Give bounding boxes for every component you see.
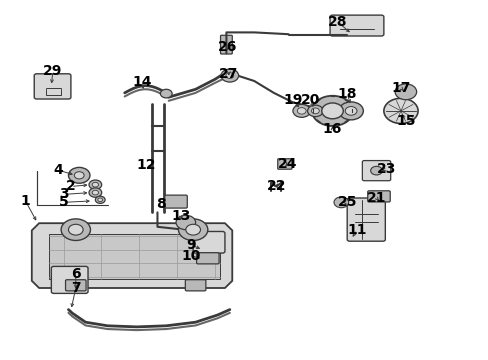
Text: 3: 3 [59, 188, 68, 201]
Text: 9: 9 [185, 238, 195, 252]
Text: 26: 26 [217, 40, 237, 54]
Text: 21: 21 [366, 191, 386, 205]
Text: 23: 23 [376, 162, 395, 176]
Text: 19: 19 [283, 93, 303, 107]
Circle shape [92, 183, 98, 187]
Circle shape [178, 219, 207, 240]
Text: 27: 27 [219, 67, 238, 81]
Circle shape [383, 98, 417, 123]
FancyBboxPatch shape [362, 161, 390, 181]
Text: 12: 12 [136, 158, 155, 172]
Circle shape [176, 215, 195, 230]
Text: 25: 25 [337, 195, 356, 209]
FancyBboxPatch shape [346, 198, 385, 241]
Text: 11: 11 [346, 223, 366, 237]
Text: 5: 5 [59, 195, 68, 209]
Text: 17: 17 [390, 81, 410, 95]
Text: 16: 16 [322, 122, 342, 136]
Text: 4: 4 [54, 163, 63, 177]
Circle shape [321, 103, 343, 119]
Circle shape [160, 89, 172, 98]
Text: 6: 6 [71, 267, 81, 280]
Text: 20: 20 [300, 93, 320, 107]
FancyBboxPatch shape [329, 15, 383, 36]
Text: 1: 1 [20, 194, 30, 208]
Circle shape [292, 104, 310, 117]
Text: 15: 15 [395, 114, 415, 127]
FancyBboxPatch shape [367, 191, 389, 202]
Text: 24: 24 [277, 157, 297, 171]
Text: 28: 28 [327, 15, 346, 28]
FancyBboxPatch shape [193, 231, 224, 253]
Circle shape [68, 224, 83, 235]
Text: 18: 18 [337, 87, 356, 100]
Circle shape [311, 96, 352, 126]
Circle shape [185, 224, 200, 235]
Circle shape [74, 172, 84, 179]
Circle shape [338, 102, 363, 120]
Circle shape [370, 166, 382, 175]
Circle shape [394, 84, 416, 100]
Text: 8: 8 [156, 198, 166, 211]
Text: 13: 13 [171, 209, 190, 223]
Circle shape [92, 190, 98, 195]
Text: 29: 29 [43, 64, 62, 78]
Text: 14: 14 [132, 75, 151, 89]
Text: 10: 10 [181, 249, 200, 262]
Text: 2: 2 [66, 180, 76, 193]
Circle shape [61, 219, 90, 240]
Circle shape [221, 69, 238, 82]
Circle shape [89, 188, 102, 197]
Circle shape [307, 105, 323, 117]
FancyBboxPatch shape [51, 266, 88, 293]
Circle shape [225, 73, 233, 78]
Polygon shape [49, 234, 220, 279]
FancyBboxPatch shape [220, 35, 232, 54]
Circle shape [98, 198, 102, 202]
Circle shape [345, 107, 356, 115]
Circle shape [333, 197, 348, 208]
FancyBboxPatch shape [164, 195, 187, 208]
Circle shape [95, 196, 105, 203]
FancyBboxPatch shape [196, 253, 219, 264]
Polygon shape [32, 223, 232, 288]
Circle shape [311, 108, 319, 114]
FancyBboxPatch shape [277, 159, 291, 169]
FancyBboxPatch shape [34, 74, 71, 99]
FancyBboxPatch shape [185, 280, 205, 291]
Text: 22: 22 [266, 180, 285, 193]
FancyBboxPatch shape [65, 280, 86, 291]
Circle shape [68, 167, 90, 183]
Circle shape [89, 180, 102, 189]
Circle shape [297, 108, 305, 114]
Text: 7: 7 [71, 281, 81, 295]
